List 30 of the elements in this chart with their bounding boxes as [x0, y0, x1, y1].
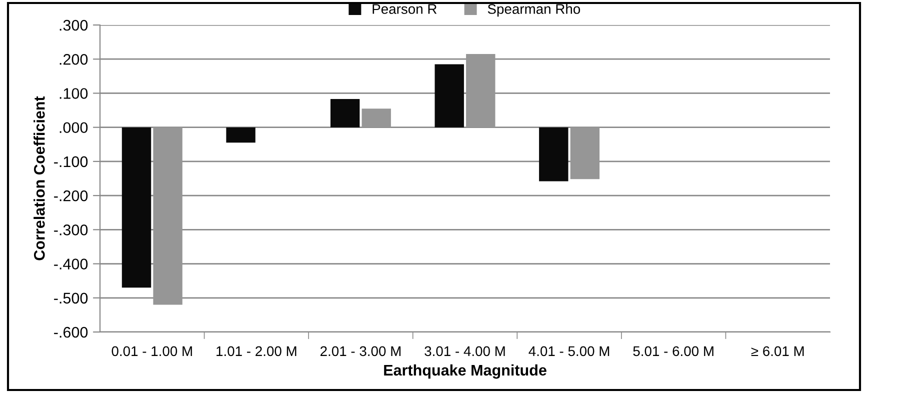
x-tick-label: 0.01 - 1.00 M [112, 346, 192, 356]
legend-label: Spearman Rho [488, 4, 580, 17]
x-tick-label: 2.01 - 3.00 M [320, 346, 400, 356]
bar [362, 108, 391, 128]
y-tick-label: -.600 [54, 326, 88, 338]
y-tick-label: .200 [60, 54, 88, 65]
y-tick-label: .300 [60, 20, 88, 31]
x-tick-label: 3.01 - 4.00 M [424, 346, 505, 356]
y-tick-label: -.100 [54, 156, 88, 168]
x-axis-title: Earthquake Magnitude [384, 364, 546, 379]
x-tick-label: 4.01 - 5.00 M [528, 346, 610, 356]
y-tick-label: .100 [60, 88, 88, 99]
bar [122, 127, 152, 288]
y-tick-label: .000 [60, 122, 88, 134]
y-tick-label: -.400 [54, 258, 88, 270]
x-tick-label: 1.01 - 2.00 M [216, 346, 296, 356]
y-axis-title: Correlation Coefficient [34, 96, 45, 260]
bar [434, 64, 464, 128]
bar [539, 127, 568, 182]
y-tick-label: -.200 [54, 190, 88, 202]
x-tick-label: ≥ 6.01 M [751, 346, 804, 356]
bar [153, 127, 182, 305]
legend-label: Pearson R [372, 4, 437, 14]
y-tick-label: -.300 [54, 224, 88, 236]
bar [330, 99, 360, 128]
bar [466, 54, 496, 128]
y-tick-label: -.500 [54, 292, 88, 304]
bar [570, 127, 600, 180]
bar [226, 127, 256, 143]
x-tick-label: 5.01 - 6.00 M [633, 346, 714, 356]
